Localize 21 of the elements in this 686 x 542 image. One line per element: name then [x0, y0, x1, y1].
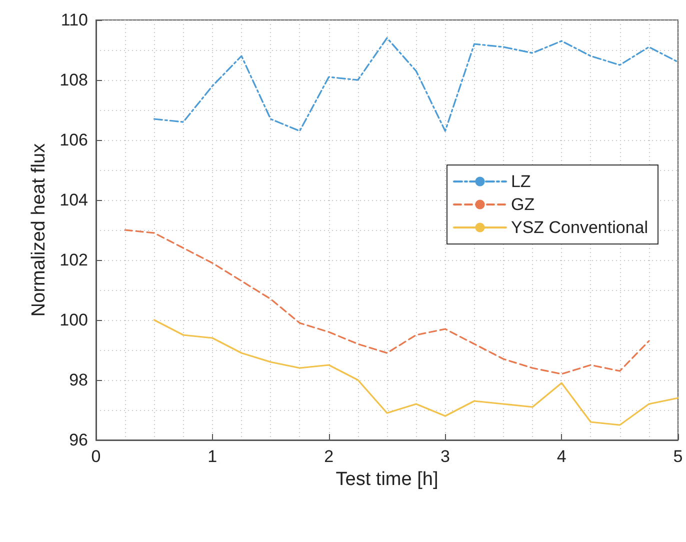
y-tick-label: 100	[60, 310, 88, 330]
legend-label: LZ	[510, 172, 531, 191]
line-series	[153, 319, 679, 426]
y-axis-title: Normalized heat flux	[28, 142, 50, 317]
y-tick-label: 98	[69, 370, 88, 390]
y-tick-label: 104	[60, 190, 88, 210]
line-series	[153, 37, 679, 132]
x-tick-label: 1	[208, 447, 218, 466]
y-tick-label: 106	[60, 130, 88, 150]
y-tick-label: 110	[60, 10, 88, 30]
y-tick-label: 102	[60, 250, 88, 270]
x-tick-label: 0	[91, 447, 101, 466]
y-tick-label: 96	[69, 430, 88, 450]
y-tick-label: 108	[60, 70, 88, 90]
x-axis-title: Test time [h]	[336, 469, 438, 490]
x-tick-label: 3	[440, 447, 450, 466]
x-tick-label: 2	[324, 447, 334, 466]
x-tick-label: 4	[556, 447, 566, 466]
x-tick-label: 5	[673, 447, 683, 466]
legend-label: GZ	[510, 195, 535, 214]
legend-label: YSZ Conventional	[510, 218, 648, 237]
